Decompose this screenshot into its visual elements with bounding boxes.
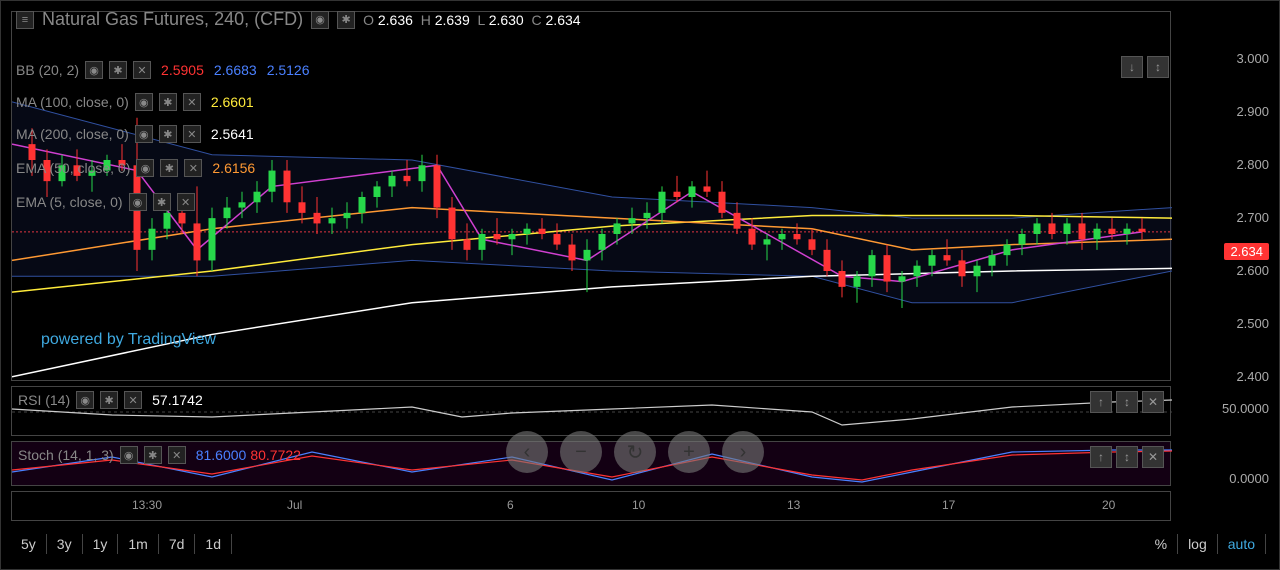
close-icon[interactable]: ✕ xyxy=(168,446,186,464)
indicator-label: EMA (50, close, 0) xyxy=(16,160,130,176)
x-axis-tick: 13 xyxy=(787,498,800,512)
indicator-label: EMA (5, close, 0) xyxy=(16,194,123,210)
indicator-row: EMA (5, close, 0) ◉ ✱ ✕ xyxy=(16,193,195,211)
close-icon[interactable]: ✕ xyxy=(184,159,202,177)
y-axis-tick: 2.500 xyxy=(1236,316,1269,331)
scale-updown-icon[interactable]: ↕ xyxy=(1147,56,1169,78)
timeframe-1y-button[interactable]: 1y xyxy=(83,534,119,554)
gear-icon[interactable]: ✱ xyxy=(109,61,127,79)
x-axis-tick: 20 xyxy=(1102,498,1115,512)
indicator-value: 2.6683 xyxy=(214,62,257,78)
footer: 5y3y1y1m7d1d %logauto xyxy=(11,529,1266,559)
credit-text: powered by TradingView xyxy=(41,331,216,349)
chart-header: ≡ Natural Gas Futures, 240, (CFD) ◉ ✱ O … xyxy=(16,9,581,30)
indicator-label: BB (20, 2) xyxy=(16,62,79,78)
nav-controls: ‹ − ↻ + › xyxy=(506,431,764,473)
indicator-row: BB (20, 2) ◉ ✱ ✕ 2.5905 2.6683 2.5126 xyxy=(16,61,310,79)
eye-icon[interactable]: ◉ xyxy=(311,11,329,29)
x-axis-tick: 10 xyxy=(632,498,645,512)
footer-log-button[interactable]: log xyxy=(1178,534,1218,554)
indicator-row: MA (100, close, 0) ◉ ✱ ✕ 2.6601 xyxy=(16,93,254,111)
rsi-axis-value: 50.0000 xyxy=(1222,401,1269,416)
stoch-value: 81.6000 xyxy=(196,447,247,463)
rsi-label: RSI (14) xyxy=(18,392,70,408)
panel-updown-icon[interactable]: ↕ xyxy=(1116,391,1138,413)
eye-icon[interactable]: ◉ xyxy=(85,61,103,79)
close-icon[interactable]: ✕ xyxy=(183,93,201,111)
close-icon[interactable]: ✕ xyxy=(133,61,151,79)
gear-icon[interactable]: ✱ xyxy=(153,193,171,211)
timeframe-1m-button[interactable]: 1m xyxy=(118,534,158,554)
gear-icon[interactable]: ✱ xyxy=(159,125,177,143)
x-axis-tick: 6 xyxy=(507,498,514,512)
y-axis-tick: 3.000 xyxy=(1236,51,1269,66)
price-badge: 2.634 xyxy=(1224,243,1269,260)
indicator-label: MA (100, close, 0) xyxy=(16,94,129,110)
close-icon[interactable]: ✕ xyxy=(177,193,195,211)
zoom-in-icon[interactable]: + xyxy=(668,431,710,473)
timeframe-5y-button[interactable]: 5y xyxy=(11,534,47,554)
indicator-value: 2.6156 xyxy=(212,160,255,176)
gear-icon[interactable]: ✱ xyxy=(160,159,178,177)
x-axis-tick: 13:30 xyxy=(132,498,162,512)
stoch-axis-value: 0.0000 xyxy=(1229,471,1269,486)
close-icon[interactable]: ✕ xyxy=(183,125,201,143)
eye-icon[interactable]: ◉ xyxy=(135,125,153,143)
gear-icon[interactable]: ✱ xyxy=(100,391,118,409)
y-axis-tick: 2.900 xyxy=(1236,104,1269,119)
x-axis-tick: 17 xyxy=(942,498,955,512)
scale-down-icon[interactable]: ↓ xyxy=(1121,56,1143,78)
timeframe-7d-button[interactable]: 7d xyxy=(159,534,196,554)
symbol-title: Natural Gas Futures, 240, (CFD) xyxy=(42,9,303,30)
rsi-value: 57.1742 xyxy=(152,392,203,408)
x-axis: 13:30 Jul 6 10 13 17 20 xyxy=(11,491,1171,521)
timeframe-3y-button[interactable]: 3y xyxy=(47,534,83,554)
y-axis-tick: 2.400 xyxy=(1236,369,1269,384)
indicator-value: 2.5905 xyxy=(161,62,204,78)
nav-left-icon[interactable]: ‹ xyxy=(506,431,548,473)
eye-icon[interactable]: ◉ xyxy=(129,193,147,211)
indicator-value: 2.5126 xyxy=(267,62,310,78)
chart-container: 3.000 2.900 2.800 2.700 2.600 2.500 2.400 2.634… xyxy=(0,0,1280,570)
footer-auto-button[interactable]: auto xyxy=(1218,534,1266,554)
indicator-label: MA (200, close, 0) xyxy=(16,126,129,142)
y-axis-tick: 2.700 xyxy=(1236,210,1269,225)
eye-icon[interactable]: ◉ xyxy=(135,93,153,111)
gear-icon[interactable]: ✱ xyxy=(337,11,355,29)
zoom-out-icon[interactable]: − xyxy=(560,431,602,473)
refresh-icon[interactable]: ↻ xyxy=(614,431,656,473)
gear-icon[interactable]: ✱ xyxy=(144,446,162,464)
eye-icon[interactable]: ◉ xyxy=(120,446,138,464)
nav-right-icon[interactable]: › xyxy=(722,431,764,473)
panel-up-icon[interactable]: ↑ xyxy=(1090,391,1112,413)
stoch-label: Stoch (14, 1, 3) xyxy=(18,447,114,463)
indicator-row: EMA (50, close, 0) ◉ ✱ ✕ 2.6156 xyxy=(16,159,255,177)
panel-menu-icon[interactable]: ≡ xyxy=(16,11,34,29)
indicator-value: 2.6601 xyxy=(211,94,254,110)
indicator-row: MA (200, close, 0) ◉ ✱ ✕ 2.5641 xyxy=(16,125,254,143)
panel-updown-icon[interactable]: ↕ xyxy=(1116,446,1138,468)
close-icon[interactable]: ✕ xyxy=(1142,446,1164,468)
timeframe-1d-button[interactable]: 1d xyxy=(195,534,232,554)
close-icon[interactable]: ✕ xyxy=(1142,391,1164,413)
eye-icon[interactable]: ◉ xyxy=(136,159,154,177)
stoch-value: 80.7722 xyxy=(250,447,301,463)
panel-up-icon[interactable]: ↑ xyxy=(1090,446,1112,468)
y-axis-tick: 2.800 xyxy=(1236,157,1269,172)
indicator-value: 2.5641 xyxy=(211,126,254,142)
chart-right-controls: ↓ ↕ xyxy=(1121,56,1169,78)
gear-icon[interactable]: ✱ xyxy=(159,93,177,111)
footer-%-button[interactable]: % xyxy=(1145,534,1178,554)
close-icon[interactable]: ✕ xyxy=(124,391,142,409)
x-axis-tick: Jul xyxy=(287,498,302,512)
ohlc-display: O 2.636 H 2.639 L 2.630 C 2.634 xyxy=(363,12,580,28)
eye-icon[interactable]: ◉ xyxy=(76,391,94,409)
y-axis-tick: 2.600 xyxy=(1236,263,1269,278)
rsi-panel: RSI (14) ◉ ✱ ✕ 57.1742 ↑ ↕ ✕ xyxy=(11,386,1171,436)
